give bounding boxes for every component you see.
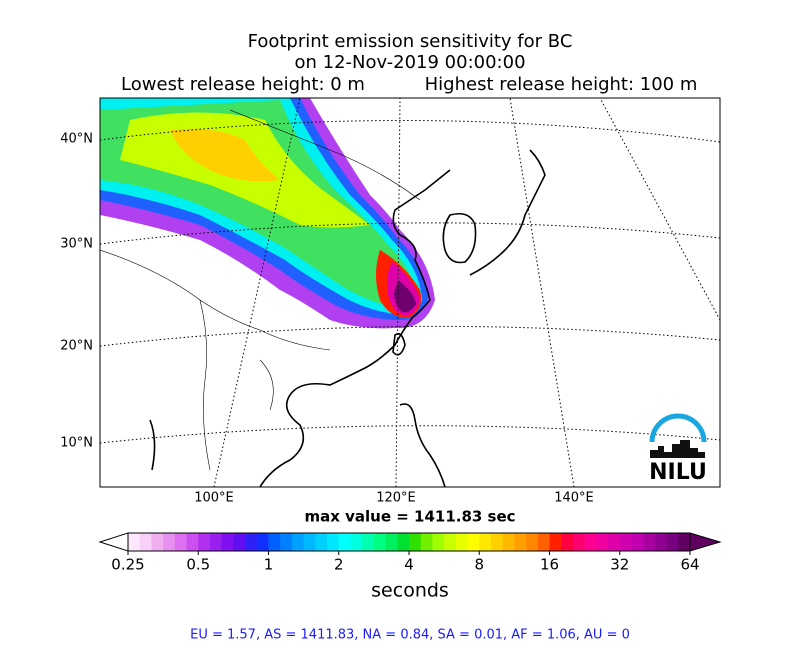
colorbar-segment xyxy=(444,533,457,551)
lon-label: 140°E xyxy=(554,491,594,506)
colorbar-tick-label: 4 xyxy=(404,556,414,574)
lat-label: 30°N xyxy=(60,237,93,252)
colorbar-extend-low xyxy=(98,532,129,552)
colorbar-segment xyxy=(654,533,668,551)
title-line: on 12-Nov-2019 00:00:00 xyxy=(294,52,525,73)
colorbar-segment xyxy=(174,533,188,551)
colorbar-segment xyxy=(338,533,351,551)
colorbar-segment xyxy=(350,533,363,551)
colorbar-segment xyxy=(303,533,316,551)
colorbar-segment xyxy=(409,533,422,551)
colorbar-segment xyxy=(209,533,223,551)
colorbar-segment xyxy=(291,533,305,551)
colorbar-segment xyxy=(327,533,340,551)
colorbar-tick-label: 32 xyxy=(610,556,629,574)
lat-label: 40°N xyxy=(60,132,93,147)
lat-label: 20°N xyxy=(60,339,93,354)
colorbar-segment xyxy=(362,533,375,551)
colorbar-segment xyxy=(502,533,515,551)
colorbar-segment xyxy=(561,533,574,551)
footer: EU = 1.57, AS = 1411.83, NA = 0.84, SA =… xyxy=(190,628,630,643)
colorbar-tick-label: 0.5 xyxy=(186,556,210,574)
colorbar-segment xyxy=(233,533,246,551)
colorbar-segment xyxy=(666,533,679,551)
colorbar-segment xyxy=(315,533,328,551)
colorbar-segment xyxy=(455,533,469,551)
colorbar-segment xyxy=(526,533,539,551)
colorbar-segment xyxy=(420,533,433,551)
colorbar-label: seconds xyxy=(371,580,449,602)
colorbar-segment xyxy=(479,533,492,551)
colorbar-segment xyxy=(572,533,586,551)
release-lowest: Lowest release height: 0 m xyxy=(121,74,365,95)
colorbar-segment xyxy=(514,533,527,551)
colorbar-segment xyxy=(245,533,258,551)
colorbar-segment xyxy=(128,533,141,551)
title-line: Footprint emission sensitivity for BC xyxy=(248,31,573,52)
colorbar-segment xyxy=(467,533,480,551)
colorbar-segment xyxy=(643,533,656,551)
lon-label: 100°E xyxy=(194,491,234,506)
colorbar-segment xyxy=(280,533,293,551)
colorbar-tick-label: 8 xyxy=(474,556,484,574)
colorbar-segment xyxy=(537,533,550,551)
colorbar-segment xyxy=(186,533,199,551)
colorbar-tick-label: 64 xyxy=(680,556,699,574)
colorbar-segment xyxy=(432,533,445,551)
colorbar-segment xyxy=(631,533,644,551)
colorbar-tick-label: 16 xyxy=(540,556,559,574)
lat-label: 10°N xyxy=(60,436,93,451)
max-value: max value = 1411.83 sec xyxy=(304,508,515,526)
colorbar-segment xyxy=(385,533,398,551)
colorbar-tick-label: 0.25 xyxy=(111,556,144,574)
colorbar-segment xyxy=(139,533,152,551)
colorbar-extend-high xyxy=(689,532,722,552)
colorbar-segment xyxy=(256,533,269,551)
colorbar-tick-label: 1 xyxy=(264,556,274,574)
colorbar-segment xyxy=(151,533,164,551)
lon-label: 120°E xyxy=(376,491,416,506)
colorbar-segment xyxy=(678,533,691,551)
colorbar-segment xyxy=(268,533,281,551)
colorbar-segment xyxy=(163,533,176,551)
logo-text: NILU xyxy=(649,460,707,485)
colorbar-segment xyxy=(584,533,597,551)
colorbar-segment xyxy=(608,533,621,551)
colorbar-segment xyxy=(549,533,562,551)
colorbar-segment xyxy=(373,533,387,551)
colorbar-tick-label: 2 xyxy=(334,556,344,574)
colorbar-segment xyxy=(221,533,234,551)
colorbar-segment xyxy=(490,533,504,551)
map: NILU xyxy=(100,98,720,487)
map-frame xyxy=(99,97,721,488)
release-highest: Highest release height: 100 m xyxy=(425,74,698,95)
colorbar-segment xyxy=(596,533,609,551)
colorbar-segment xyxy=(397,533,410,551)
colorbar-segment xyxy=(198,533,211,551)
colorbar-segment xyxy=(619,533,632,551)
